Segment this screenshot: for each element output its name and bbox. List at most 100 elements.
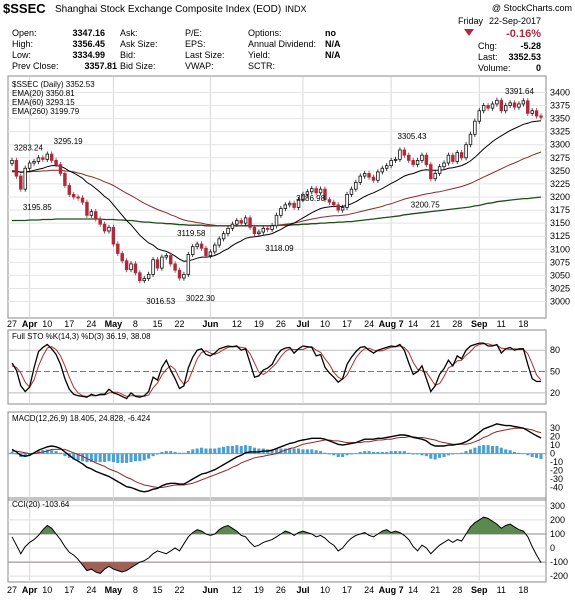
macd-histogram-bar <box>103 453 107 463</box>
price-tick-label: 3000 <box>550 297 570 307</box>
candle <box>116 243 120 254</box>
cci-tick-label: -100 <box>550 557 568 567</box>
candle <box>437 166 442 174</box>
macd-histogram-bar <box>451 453 455 455</box>
last-size-label: Last Size: <box>185 50 225 60</box>
price-annotation: 3283.24 <box>14 143 43 152</box>
candle <box>23 167 27 190</box>
last-label: Last: <box>478 52 498 62</box>
candle <box>14 160 19 177</box>
stochastic-d-line <box>11 343 542 397</box>
macd-histogram-bar <box>539 453 543 460</box>
macd-histogram-bar <box>349 453 353 455</box>
x-tick-label-top: Jun <box>202 319 218 329</box>
macd-histogram-bar <box>76 453 80 461</box>
macd-histogram-bar <box>10 451 14 454</box>
price-tick-label: 3050 <box>550 270 570 280</box>
quote-col-4: Options: no Annual Dividend: N/A Yield: … <box>248 28 341 71</box>
candle <box>283 204 288 209</box>
candle <box>508 102 512 106</box>
x-tick-label-bottom: Jul <box>296 585 309 595</box>
stochastic-panel: 20 50 80 Full STO %K(14,3) %D(3) 36.19, 38.… <box>8 332 560 400</box>
macd-tick-label: -10 <box>550 457 563 467</box>
candle <box>129 263 133 271</box>
cci-tick-label: 200 <box>550 515 565 525</box>
cci-tick-label: 100 <box>550 529 565 539</box>
macd-histogram-bar <box>402 451 406 454</box>
candle <box>204 247 208 256</box>
candle <box>89 211 94 216</box>
macd-histogram-bar <box>235 445 239 454</box>
stochastic-tick-label: 50 <box>550 367 560 377</box>
candle <box>354 181 358 190</box>
macd-histogram-bar <box>54 451 58 454</box>
cci-legend: CCI(20) -103.64 <box>12 500 70 509</box>
pe-label: P/E: <box>185 28 202 38</box>
high-value: 3356.45 <box>72 39 105 49</box>
candle <box>151 259 155 275</box>
candle <box>415 160 420 165</box>
macd-histogram-bar <box>446 453 450 456</box>
candle <box>464 144 468 159</box>
candle <box>221 233 226 240</box>
macd-histogram-bar <box>217 447 221 454</box>
candle <box>402 149 407 156</box>
x-tick-label-bottom: 24 <box>364 585 374 595</box>
candle <box>424 154 429 165</box>
sctr-label: SCTR: <box>248 61 275 71</box>
macd-histogram-bar <box>433 453 437 460</box>
volume-label: Volume: <box>478 63 511 73</box>
x-tick-label-top: 15 <box>152 319 162 329</box>
macd-histogram-bar <box>160 451 164 454</box>
macd-histogram-bar <box>274 448 279 454</box>
candle <box>345 193 349 208</box>
x-tick-label-bottom: Jun <box>202 585 218 595</box>
candle <box>102 223 107 232</box>
candle <box>208 251 213 256</box>
candle <box>468 133 473 146</box>
price-panel: 3000 3025 3050 3075 3100 3125 3150 3175 3200 3225… <box>10 80 570 307</box>
macd-histogram-bar <box>371 451 376 454</box>
macd-histogram-bar <box>270 449 274 454</box>
candle <box>248 217 252 228</box>
day-label: Friday <box>458 16 484 26</box>
candle <box>270 225 274 230</box>
gridlines <box>8 77 546 582</box>
candle <box>182 273 186 279</box>
candle <box>398 149 402 160</box>
candle <box>160 256 164 269</box>
x-tick-label-top: 10 <box>42 319 52 329</box>
candle <box>226 227 230 234</box>
macd-histogram-bar <box>486 445 490 454</box>
candle <box>349 188 354 195</box>
macd-tick-label: 0 <box>550 449 555 459</box>
price-tick-label: 3100 <box>550 244 570 254</box>
macd-histogram-bar <box>327 453 331 455</box>
macd-histogram-bar <box>279 448 283 454</box>
macd-histogram-bar <box>336 453 340 457</box>
candle <box>296 199 301 208</box>
macd-histogram-bar <box>28 453 32 456</box>
candle <box>146 273 151 279</box>
candle <box>199 243 204 249</box>
price-annotation: 3016.53 <box>146 297 175 306</box>
date-label: 22-Sep-2017 <box>489 16 541 26</box>
candle <box>305 191 310 195</box>
candle <box>318 188 323 194</box>
down-arrow-icon <box>464 29 474 36</box>
macd-histogram-bar <box>182 452 186 454</box>
macd-histogram-bar <box>239 445 243 454</box>
candle <box>27 162 32 169</box>
macd-histogram-bar <box>257 448 261 454</box>
macd-histogram-bar <box>473 447 477 454</box>
price-legend-entry: EMA(60) 3293.15 <box>12 98 75 107</box>
candle <box>67 185 72 195</box>
candle <box>257 231 261 234</box>
price-tick-label: 3350 <box>550 114 570 124</box>
quote-col-3: P/E: EPS: Last Size: VWAP: <box>185 28 225 71</box>
macd-histogram-bar <box>125 453 129 463</box>
ema20-line <box>12 120 542 262</box>
x-tick-label-top: Aug 7 <box>379 319 404 329</box>
index-name: Shanghai Stock Exchange Composite Index … <box>55 4 281 15</box>
